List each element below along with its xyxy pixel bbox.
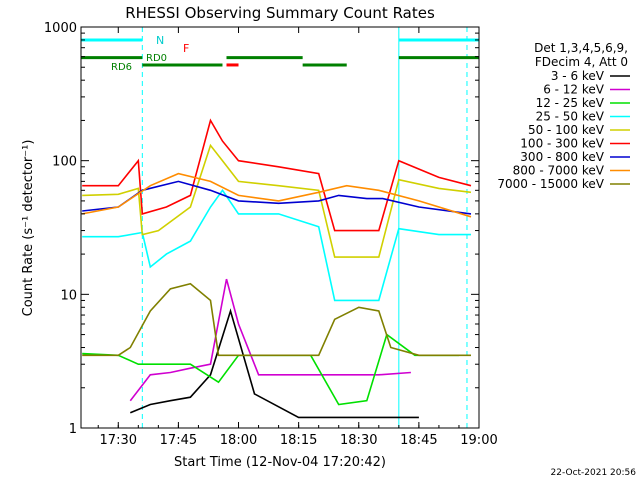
series-line-4 [82,143,472,258]
series-line-5 [82,118,472,232]
legend-label-2: 12 - 25 keV [536,96,605,110]
series-line-1 [129,278,411,402]
legend-label-0: 3 - 6 keV [551,69,605,83]
y-axis-ticks: 1 10 100 1000 [44,21,479,437]
legend-label-6: 300 - 800 keV [520,150,604,164]
chart-title: RHESSI Observing Summary Count Rates [125,4,435,22]
legend-label-7: 800 - 7000 keV [513,164,605,178]
y-axis-label: Count Rate (s⁻¹ detector⁻¹) [21,140,36,317]
plot-frame [80,26,480,429]
flag-label-flare: F [183,42,189,55]
legend-label-1: 6 - 12 keV [543,83,605,97]
legend-label-8: 7000 - 15000 keV [497,177,604,191]
series-line-8 [82,282,471,357]
x-tick-label-1: 17:45 [160,433,197,448]
x-tick-label-3: 18:15 [280,433,317,448]
series-line-3 [82,188,471,302]
legend-label-4: 50 - 100 keV [528,123,605,137]
legend-header-line2: FDecim 4, Att 0 [535,55,628,69]
x-axis-ticks: 17:30 17:45 18:00 18:15 18:30 18:45 19:00 [97,27,498,448]
y-tick-label-0: 1 [69,422,77,437]
series-line-7 [82,172,472,218]
x-tick-label-0: 17:30 [100,433,137,448]
timestamp: 22-Oct-2021 20:56 [551,468,637,478]
y-tick-label-3: 1000 [44,21,77,36]
series-line-2 [82,333,459,406]
legend-header-line1: Det 1,3,4,5,6,9, [534,41,628,55]
flag-label-rd6: RD6 [111,62,132,73]
legend-label-3: 25 - 50 keV [536,110,605,124]
x-tick-label-4: 18:30 [340,433,377,448]
flag-label-night: N [156,34,164,47]
x-tick-label-2: 18:00 [220,433,257,448]
legend-label-5: 100 - 300 keV [520,137,604,151]
flag-bars [81,38,479,67]
x-tick-label-6: 19:00 [460,433,497,448]
series-layer [82,118,472,419]
y-tick-label-2: 100 [52,155,77,170]
night-boundaries [80,27,468,428]
x-tick-label-5: 18:45 [400,433,437,448]
flag-label-rd0: RD0 [146,53,167,64]
series-line-0 [129,308,419,419]
x-axis-label: Start Time (12-Nov-04 17:20:42) [174,455,386,470]
y-tick-label-1: 10 [60,288,77,303]
